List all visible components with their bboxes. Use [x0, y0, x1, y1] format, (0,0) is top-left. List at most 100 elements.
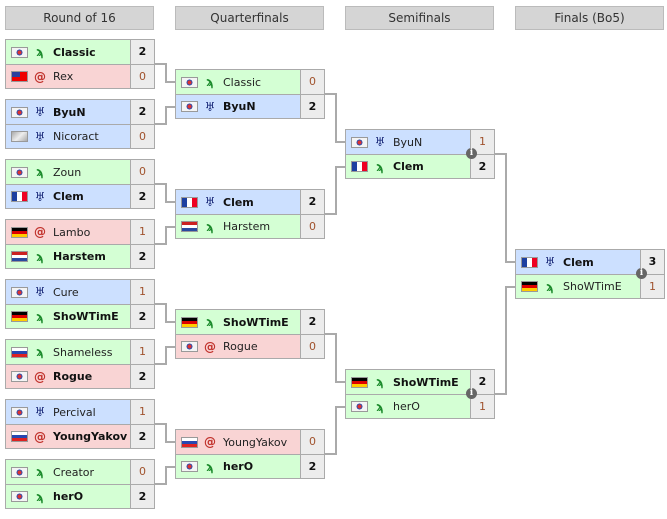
player-name[interactable]: Clem [53, 190, 84, 203]
match-box[interactable]: ϡ ShoWTimE 2 @ Rogue 0 [175, 309, 325, 359]
zerg-race-icon: @ [34, 369, 46, 384]
player-score: 2 [130, 100, 154, 124]
player-row[interactable]: @ Rex 0 [6, 64, 154, 88]
player-name[interactable]: Nicoract [53, 130, 99, 143]
player-row[interactable]: ϡ Classic 0 [176, 70, 324, 94]
player-name[interactable]: ShoWTimE [223, 315, 289, 329]
flag-unknown-icon [11, 131, 28, 142]
connector-line [335, 406, 345, 408]
player-row[interactable]: ♅ Cure 1 [6, 280, 154, 304]
player-name[interactable]: ByuN [53, 105, 86, 119]
player-score: 2 [130, 40, 154, 64]
player-row[interactable]: ϡ herO 2 [176, 454, 324, 478]
player-name[interactable]: Zoun [53, 165, 82, 179]
player-score: 1 [130, 220, 154, 244]
player-row[interactable]: @ YoungYakov 2 [6, 424, 154, 448]
round-header: Quarterfinals [175, 6, 324, 30]
player-row[interactable]: @ Lambo 1 [6, 220, 154, 244]
player-row[interactable]: ϡ Shameless 1 [6, 340, 154, 364]
match-box[interactable]: @ YoungYakov 0 ϡ herO 2 [175, 429, 325, 479]
match-box[interactable]: ♅ Clem 2 ϡ Harstem 0 [175, 189, 325, 239]
player-row[interactable]: @ Rogue 0 [176, 334, 324, 358]
match-info-icon[interactable]: i [466, 388, 477, 399]
player-score: 2 [300, 190, 324, 214]
player-row[interactable]: ϡ ShoWTimE 2 [346, 370, 494, 394]
player-row[interactable]: ϡ Classic 2 [6, 40, 154, 64]
player-name[interactable]: Rogue [53, 370, 93, 383]
player-row[interactable]: ϡ Harstem 0 [176, 214, 324, 238]
player-name[interactable]: Percival [53, 405, 96, 419]
match-box[interactable]: ϡ ShoWTimE 2 ϡ herO 1 [345, 369, 495, 419]
player-score: 0 [300, 70, 324, 94]
flag-de-icon [521, 281, 538, 292]
player-row[interactable]: ♅ Clem 2 [176, 190, 324, 214]
match-box[interactable]: @ Lambo 1 ϡ Harstem 2 [5, 219, 155, 269]
protoss-race-icon: ϡ [36, 249, 44, 264]
player-row[interactable]: ϡ ShoWTimE 2 [176, 310, 324, 334]
match-box[interactable]: ϡ Classic 0 ♅ ByuN 2 [175, 69, 325, 119]
player-name[interactable]: ShoWTimE [563, 280, 622, 293]
player-name[interactable]: herO [393, 400, 420, 413]
match-info-icon[interactable]: i [466, 148, 477, 159]
connector-line [495, 393, 505, 395]
player-row[interactable]: @ Rogue 2 [6, 364, 154, 388]
connector-line [155, 423, 165, 425]
match-box[interactable]: ♅ ByuN 2 ♅ Nicoract 0 [5, 99, 155, 149]
player-name[interactable]: Rex [53, 70, 74, 83]
connector-line [505, 286, 507, 395]
player-name[interactable]: Harstem [223, 220, 271, 233]
player-name[interactable]: Classic [53, 45, 96, 59]
player-name[interactable]: herO [53, 490, 84, 503]
player-row[interactable]: ϡ ShoWTimE 1 [516, 274, 664, 298]
player-name[interactable]: Clem [393, 160, 424, 173]
connector-line [165, 321, 175, 323]
match-box[interactable]: ϡ Zoun 0 ♅ Clem 2 [5, 159, 155, 209]
player-name[interactable]: Harstem [53, 250, 106, 263]
player-name[interactable]: Shameless [53, 345, 113, 359]
player-row[interactable]: ϡ Creator 0 [6, 460, 154, 484]
player-row[interactable]: ϡ Zoun 0 [6, 160, 154, 184]
connector-line [335, 381, 345, 383]
connector-line [325, 453, 335, 455]
player-row[interactable]: ♅ Clem 2 [6, 184, 154, 208]
player-score: 2 [130, 485, 154, 508]
player-name[interactable]: ShoWTimE [393, 375, 459, 389]
player-row[interactable]: ♅ ByuN 2 [176, 94, 324, 118]
player-row[interactable]: ♅ ByuN 2 [6, 100, 154, 124]
match-box[interactable]: ϡ Creator 0 ϡ herO 2 [5, 459, 155, 509]
player-row[interactable]: ♅ Percival 1 [6, 400, 154, 424]
player-name[interactable]: Cure [53, 285, 79, 299]
match-box[interactable]: ♅ Cure 1 ϡ ShoWTimE 2 [5, 279, 155, 329]
player-name[interactable]: YoungYakov [223, 435, 288, 449]
player-name[interactable]: Rogue [223, 340, 258, 353]
connector-line [165, 466, 167, 485]
player-name[interactable]: herO [223, 460, 254, 473]
player-name[interactable]: Classic [223, 75, 262, 89]
player-name[interactable]: ByuN [393, 135, 423, 149]
round-header: Finals (Bo5) [515, 6, 664, 30]
terran-race-icon: ♅ [34, 285, 46, 299]
connector-line [335, 333, 337, 383]
player-row[interactable]: ϡ herO 2 [6, 484, 154, 508]
player-name[interactable]: ByuN [223, 100, 256, 113]
player-name[interactable]: Creator [53, 465, 95, 479]
player-name[interactable]: Clem [223, 195, 254, 209]
protoss-race-icon: ϡ [36, 45, 44, 59]
player-row[interactable]: ϡ Harstem 2 [6, 244, 154, 268]
connector-line [335, 166, 345, 168]
match-info-icon[interactable]: i [636, 268, 647, 279]
player-name[interactable]: YoungYakov [53, 430, 128, 443]
flag-kr-icon [181, 76, 198, 88]
round-header: Round of 16 [5, 6, 154, 30]
player-row[interactable]: ♅ Nicoract 0 [6, 124, 154, 148]
player-name[interactable]: Lambo [53, 225, 91, 239]
player-name[interactable]: Clem [563, 255, 594, 269]
terran-race-icon: ♅ [34, 189, 46, 204]
player-name[interactable]: ShoWTimE [53, 310, 119, 323]
player-row[interactable]: ϡ ShoWTimE 2 [6, 304, 154, 328]
match-box[interactable]: ϡ Shameless 1 @ Rogue 2 [5, 339, 155, 389]
match-box[interactable]: ♅ Percival 1 @ YoungYakov 2 [5, 399, 155, 449]
player-row[interactable]: @ YoungYakov 0 [176, 430, 324, 454]
match-box[interactable]: ϡ Classic 2 @ Rex 0 [5, 39, 155, 89]
flag-de-icon [11, 311, 28, 322]
